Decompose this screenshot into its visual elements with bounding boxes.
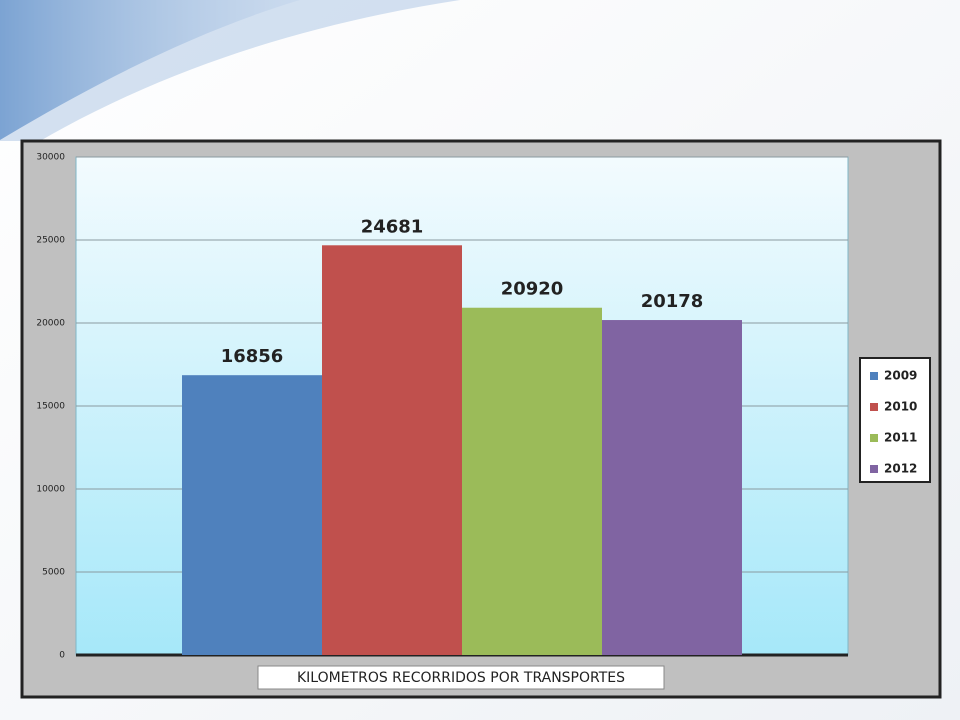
- y-tick-label: 25000: [36, 236, 65, 246]
- y-tick-label: 20000: [36, 319, 65, 329]
- y-tick-label: 0: [59, 651, 65, 661]
- bar: [322, 245, 462, 655]
- bar: [182, 375, 322, 655]
- bar: [462, 307, 602, 655]
- legend-label: 2009: [884, 369, 917, 383]
- legend-label: 2012: [884, 462, 917, 476]
- swoosh: [0, 0, 460, 141]
- legend-swatch: [870, 465, 878, 473]
- data-label: 16856: [221, 346, 284, 367]
- legend-swatch: [870, 372, 878, 380]
- y-tick-label: 5000: [42, 568, 65, 578]
- data-label: 20178: [641, 291, 704, 312]
- data-label: 20920: [501, 279, 564, 300]
- bar: [602, 320, 742, 655]
- legend-swatch: [870, 403, 878, 411]
- x-label-box: [257, 665, 665, 690]
- y-tick-label: 15000: [36, 402, 65, 412]
- swoosh: [0, 0, 300, 140]
- legend-swatch: [870, 434, 878, 442]
- legend-label: 2011: [884, 431, 917, 445]
- legend-label: 2010: [884, 400, 917, 414]
- x-axis-label: KILOMETROS RECORRIDOS POR TRANSPORTES: [297, 670, 625, 686]
- y-tick-label: 30000: [36, 153, 65, 163]
- data-label: 24681: [361, 216, 424, 237]
- y-tick-label: 10000: [36, 485, 65, 495]
